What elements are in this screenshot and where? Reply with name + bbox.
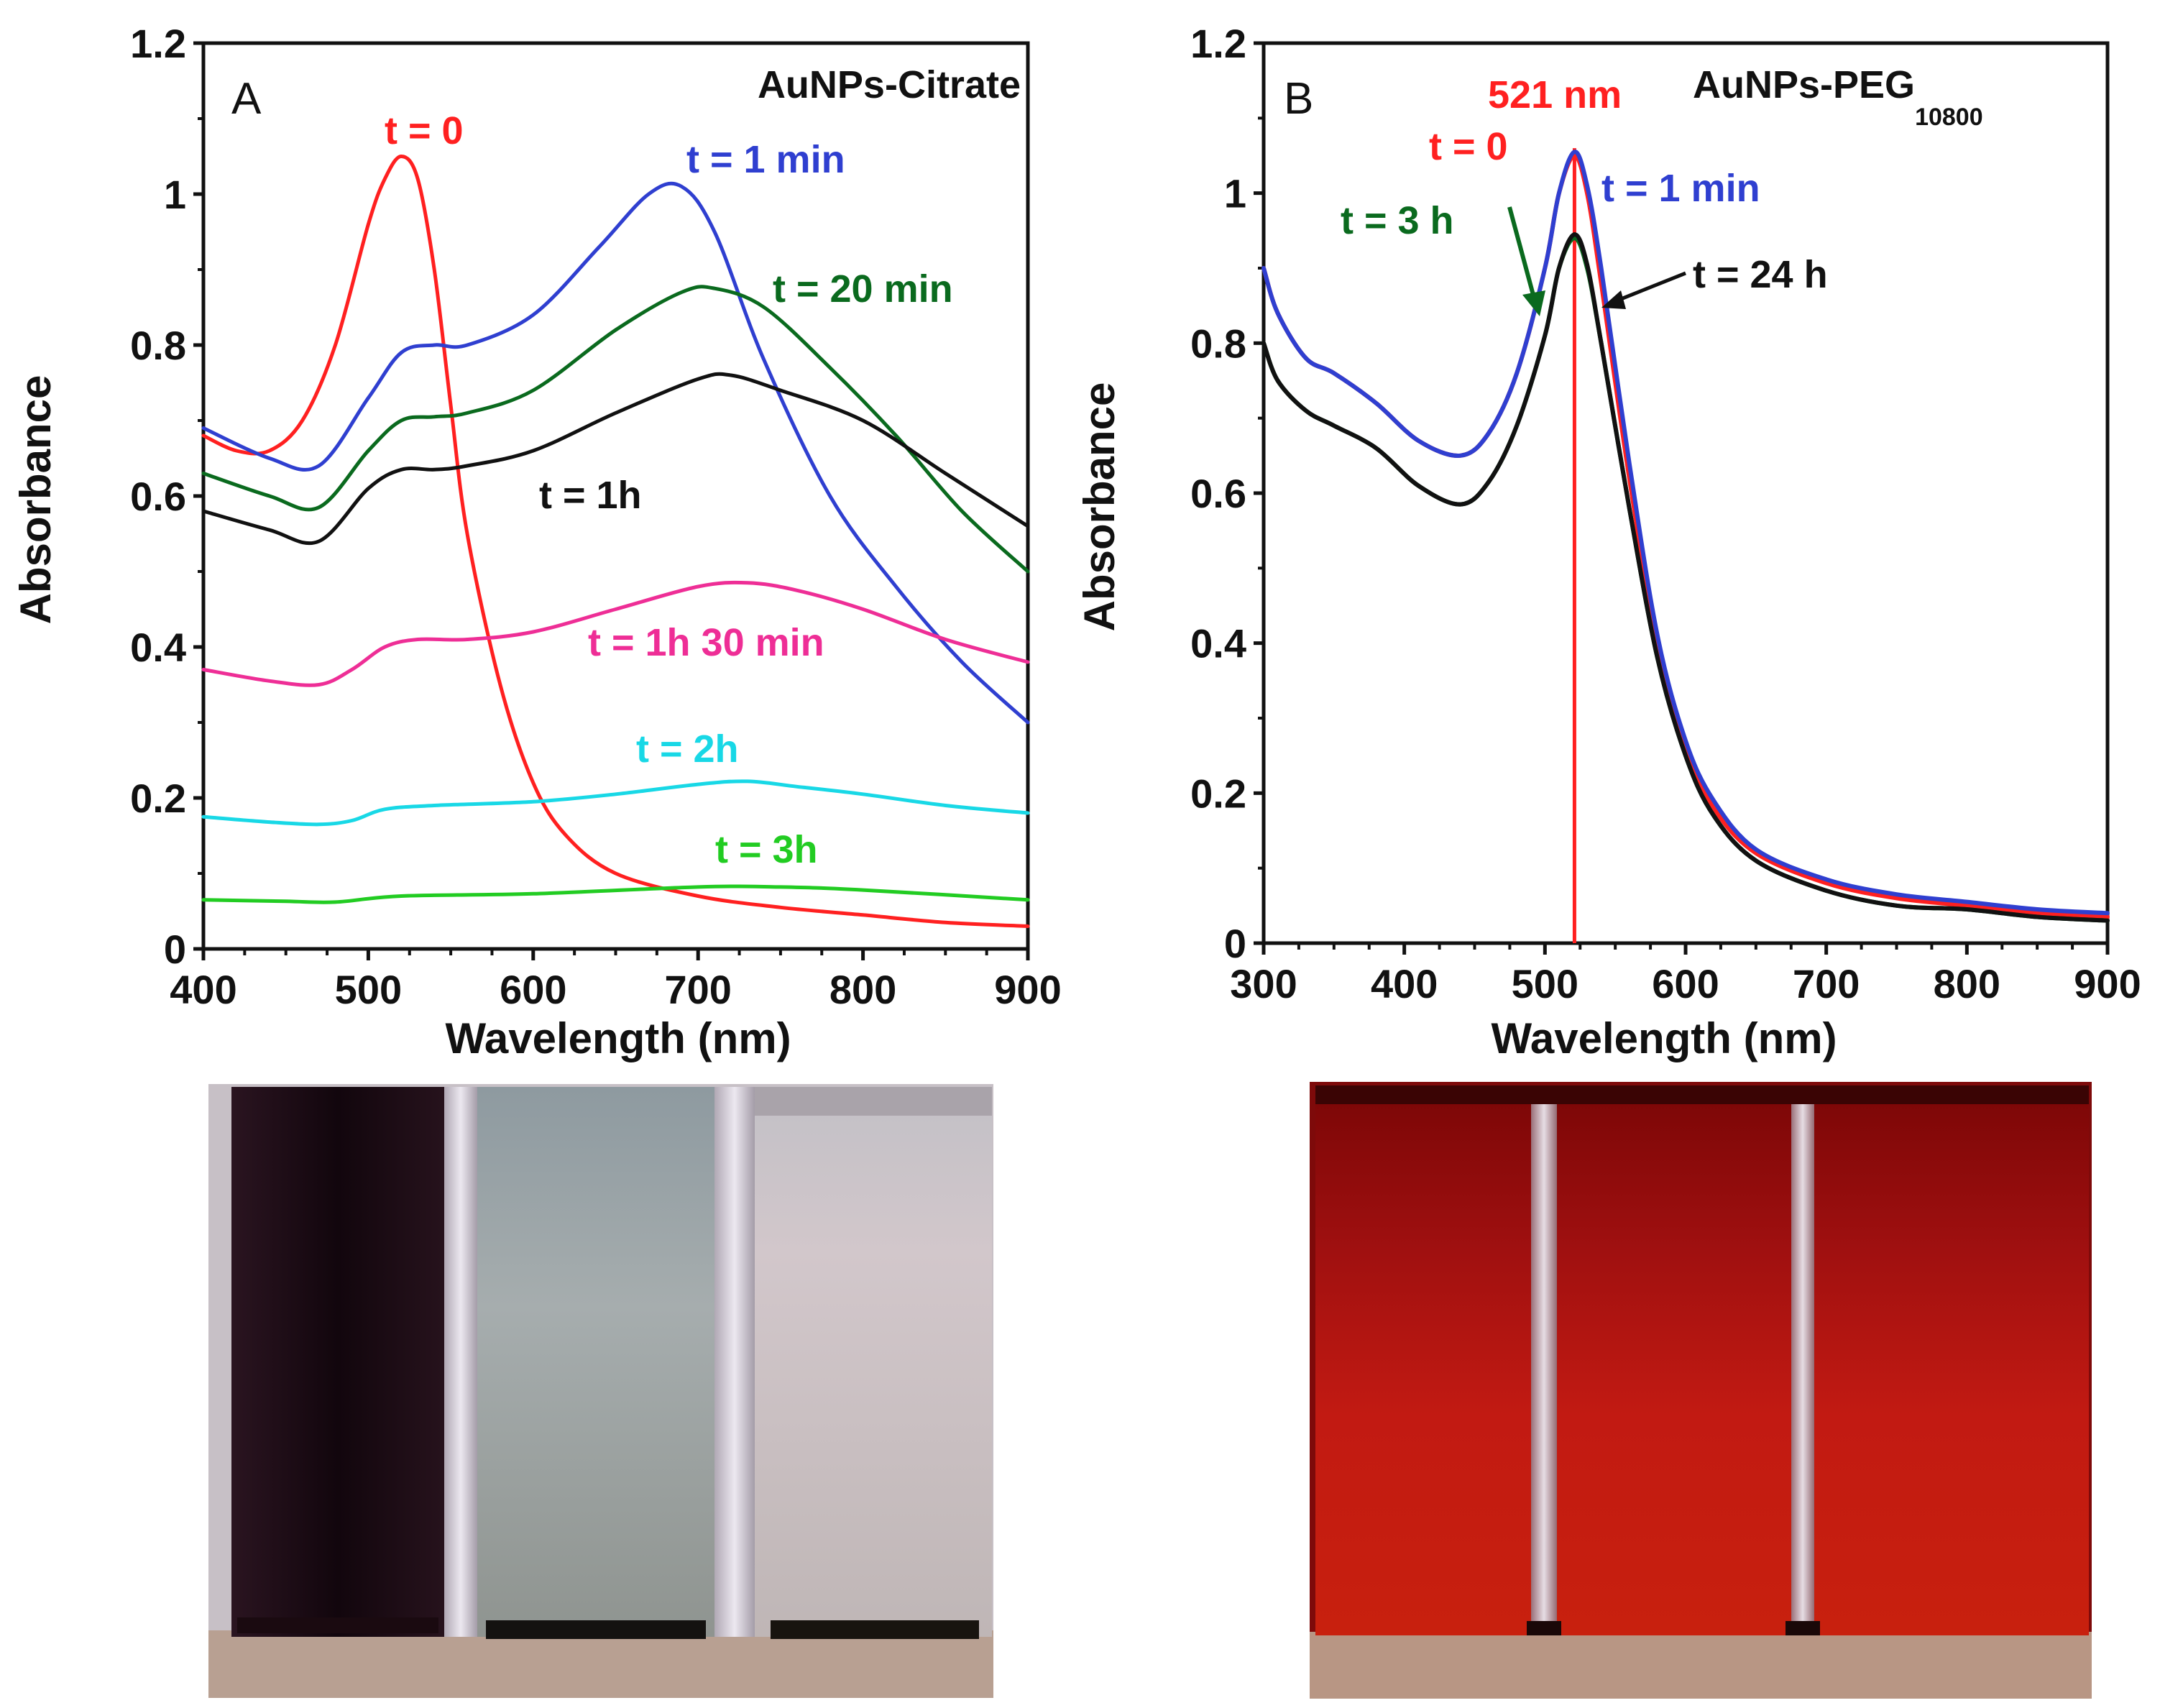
label-b-t24h: t = 24 h [1693,253,1828,296]
panel-b-axes: 0 0.2 0.4 0.6 0.8 1 1.2 300 400 500 600 700 800 900 [1190,21,2141,1006]
series-a-t-2h [201,779,1030,827]
panel-a-ytick-label: 1.2 [130,21,186,66]
panel-a-ylabel: Absorbance [12,375,60,625]
panel-b-title: AuNPs-PEG [1693,63,1915,106]
panel-a-xtick-label: 600 [500,967,566,1012]
label-a-t1h30: t = 1h 30 min [588,621,824,664]
panel-a-xtick-label: 900 [994,967,1061,1012]
panel-a-xlabel: Wavelength (nm) [445,1014,791,1062]
panel-a-xtick-label: 400 [170,967,236,1012]
panel-b-xtick-label: 600 [1652,961,1719,1006]
label-b-t0: t = 0 [1429,125,1508,168]
series-a-t-1-min [201,181,1030,725]
panel-a-ytick-label: 0.2 [130,776,186,821]
series-a-t-3h [201,884,1030,904]
series-a-t-1h [201,372,1030,546]
label-b-peak: 521 nm [1488,73,1622,116]
series-a-t-1h-30-min [201,580,1030,687]
panel-b-ylabel: Absorbance [1075,382,1123,632]
panel-a-series [201,155,1030,928]
panel-b-xlabel: Wavelength (nm) [1491,1014,1837,1062]
panel-b-xtick-label: 900 [2074,961,2141,1006]
panel-a-ytick-label: 1 [164,172,186,217]
vial-a3-top [755,1087,992,1116]
photo-peg-vials [1310,1082,2092,1699]
panel-a-title: AuNPs-Citrate [758,63,1021,106]
panel-a-xtick-label: 500 [335,967,402,1012]
svg-text:AuNPs-PEG10800: AuNPs-PEG10800 [1693,63,1983,131]
panel-b-xtick-label: 500 [1512,961,1578,1006]
panel-b-xtick-label: 300 [1230,961,1297,1006]
arrow-b-t3h [1507,206,1538,306]
panel-b-title-subscript: 10800 [1915,104,1983,131]
label-a-t2h: t = 2h [636,727,739,771]
panel-a-axes: 0 0.2 0.4 0.6 0.8 1 1.2 400 500 600 700 800 900 [130,21,1062,1012]
vial-b1-bottom [1527,1621,1561,1635]
panel-a-ytick-label: 0.6 [130,474,186,519]
label-b-t3h: t = 3 h [1341,199,1454,242]
vial-a1-sediment [237,1617,438,1633]
label-a-t3h: t = 3h [715,828,818,871]
vial-a3 [755,1087,992,1637]
label-b-t1min: t = 1 min [1601,167,1760,210]
label-a-t20min: t = 20 min [773,267,953,311]
glass-a2 [714,1087,755,1637]
panel-b-ytick-label: 0 [1224,921,1246,966]
series-b-t-1-min [1261,150,2110,916]
vial-b2-bottom [1786,1621,1820,1635]
panel-a-xtick-label: 700 [664,967,731,1012]
panel-b-ytick-label: 0.2 [1190,771,1246,816]
vial-b1 [1315,1085,1531,1635]
panel-a-labels: t = 0 t = 1 min t = 20 min t = 1h t = 1h… [385,109,953,871]
series-b-t-24-h [1261,232,2110,923]
vial-a2-sediment [486,1620,706,1639]
series-b-t-0 [1261,153,2110,919]
panel-a-xtick-label: 800 [829,967,896,1012]
arrow-b-t24h-head [1601,290,1626,309]
panel-a-ytick-label: 0.4 [130,625,186,670]
photo-citrate-vials [208,1084,993,1698]
glass-b2 [1791,1085,1814,1635]
arrow-b-t3h-head [1522,290,1545,316]
photo-a-base [208,1630,993,1698]
panel-b-ytick-label: 1 [1224,171,1246,216]
series-b-t-3-h [1261,236,2110,923]
photo-b-top-shadow [1315,1085,2089,1104]
vial-a1 [231,1087,444,1637]
panel-b-labels: 521 nm t = 0 t = 1 min t = 3 h t = 24 h [1341,73,1828,316]
panel-b-series [1261,148,2110,943]
label-a-t1h: t = 1h [539,474,642,517]
panel-a-letter: A [231,74,262,124]
vial-a2 [477,1087,714,1637]
panel-b-ytick-label: 0.6 [1190,471,1246,516]
panel-b-xtick-label: 800 [1934,961,2000,1006]
panel-a-ytick-label: 0 [164,927,186,972]
vial-b2 [1557,1085,1791,1635]
glass-b1 [1531,1085,1557,1635]
vial-b3 [1814,1085,2089,1635]
panel-b-ytick-label: 0.8 [1190,321,1246,366]
label-a-t1min: t = 1 min [686,138,845,181]
series-a-t-20-min [201,285,1030,574]
arrow-b-t24h [1617,271,1686,303]
label-a-t0: t = 0 [385,109,464,152]
panel-b-ytick-label: 1.2 [1190,21,1246,66]
vial-a3-sediment [771,1620,979,1639]
panel-b-chart: Absorbance Wavelength (nm) B AuNPs-PEG10… [1075,21,2141,1062]
photo-b-base [1310,1632,2092,1699]
panel-b-letter: B [1284,74,1313,124]
panel-a-ytick-label: 0.8 [130,323,186,368]
glass-a1 [444,1087,477,1637]
panel-b-xtick-label: 400 [1371,961,1438,1006]
panel-b-ytick-label: 0.4 [1190,621,1246,666]
panel-b-xtick-label: 700 [1793,961,1860,1006]
panel-a-chart: Absorbance Wavelength (nm) A AuNPs-Citra… [12,21,1062,1062]
